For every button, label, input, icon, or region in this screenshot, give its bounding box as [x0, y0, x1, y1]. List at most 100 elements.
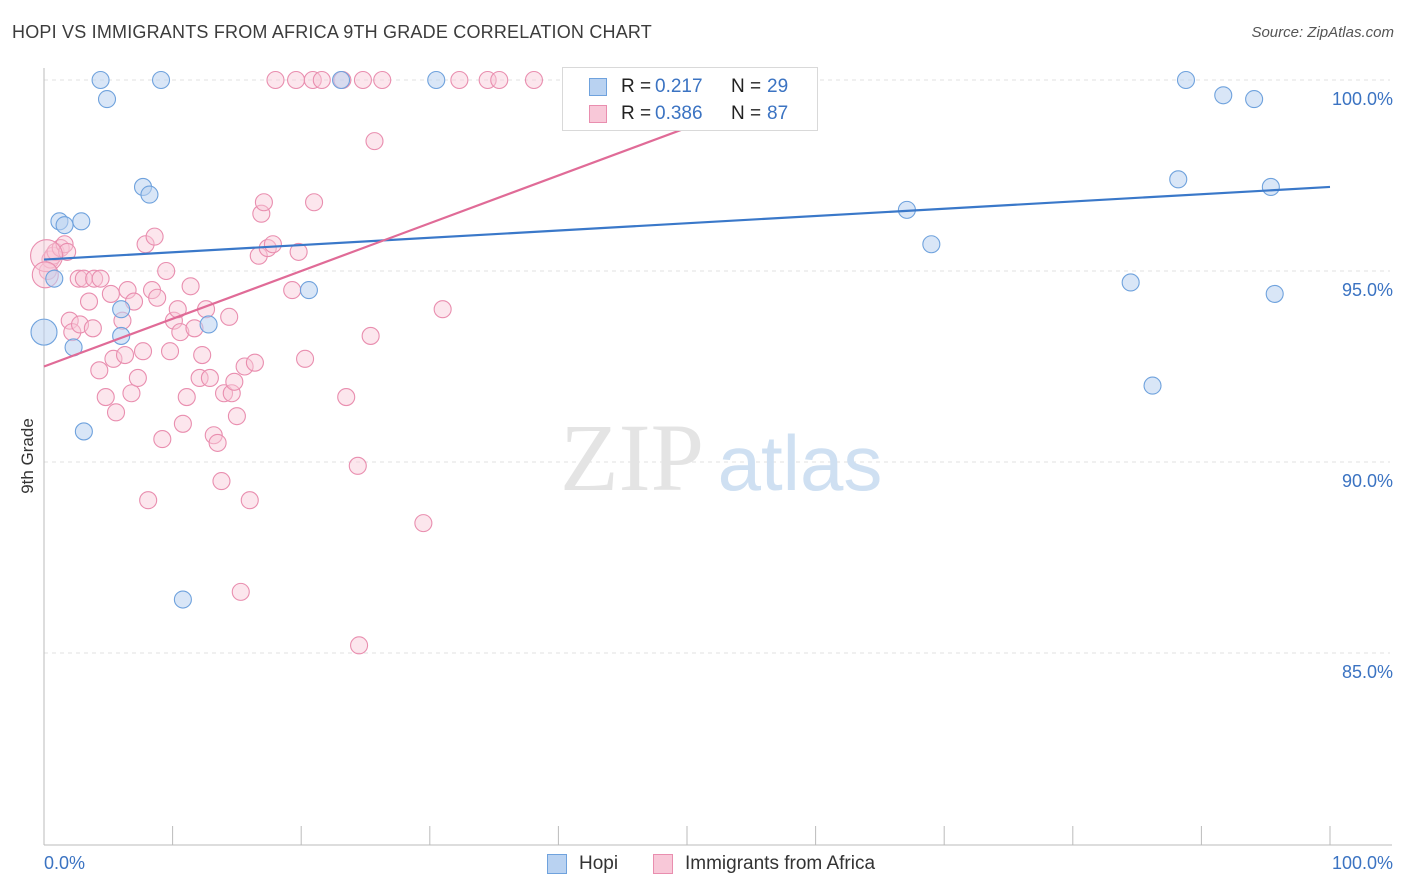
hopi-point	[1265, 284, 1284, 303]
hopi-point	[1176, 70, 1196, 90]
chart-title: HOPI VS IMMIGRANTS FROM AFRICA 9TH GRADE…	[12, 22, 653, 42]
hopi-point	[112, 300, 131, 319]
africa-point	[69, 269, 88, 288]
hopi-point	[299, 281, 318, 300]
africa-point	[101, 284, 120, 303]
africa-point	[122, 384, 141, 403]
africa-swatch	[653, 854, 673, 874]
x-tick-labels: 0.0% 100.0%	[44, 853, 1393, 873]
hopi-point	[1214, 86, 1233, 105]
hopi-point	[1121, 273, 1140, 292]
y-tick-label: 90.0%	[1342, 471, 1393, 491]
africa-point	[128, 368, 147, 388]
n-value: 87	[767, 103, 789, 124]
africa-point	[214, 384, 234, 403]
africa-point	[173, 414, 192, 433]
africa-point	[365, 132, 384, 151]
africa-point	[157, 261, 176, 281]
africa-point	[115, 345, 135, 365]
africa-point	[106, 403, 126, 422]
africa-point	[490, 70, 509, 90]
y-tick-label: 85.0%	[1342, 662, 1393, 682]
africa-point	[373, 70, 392, 90]
hopi-point	[173, 590, 192, 609]
hopi-point	[922, 235, 941, 254]
africa-point	[225, 372, 244, 391]
africa-point	[245, 353, 264, 372]
hopi-point	[151, 70, 171, 90]
hopi-point	[1143, 376, 1162, 395]
africa-point	[289, 242, 308, 261]
africa-point	[208, 433, 227, 452]
africa-point	[104, 349, 123, 368]
africa-point	[240, 491, 259, 510]
africa-point	[160, 342, 180, 361]
legend-label: Hopi	[579, 853, 619, 874]
africa-point	[263, 235, 282, 254]
africa-point	[83, 319, 102, 338]
hopi-point	[140, 185, 159, 204]
africa-point	[177, 388, 196, 407]
y-axis-label: 9th Grade	[18, 418, 37, 494]
africa-point	[414, 514, 433, 533]
africa-point	[193, 345, 212, 365]
hopi-point	[55, 216, 74, 235]
africa-point	[190, 368, 209, 388]
africa-point	[337, 388, 356, 407]
hopi-point	[1261, 177, 1280, 197]
africa-point	[181, 277, 200, 296]
africa-point	[353, 70, 372, 90]
hopi-point	[30, 318, 58, 346]
africa-point	[524, 70, 544, 90]
africa-swatch	[589, 105, 607, 123]
watermark: ZIP atlas	[560, 404, 882, 511]
africa-point	[283, 281, 302, 300]
hopi-point	[332, 70, 351, 90]
africa-point	[139, 491, 158, 510]
hopi-swatch	[589, 78, 607, 96]
africa-point	[60, 311, 79, 330]
africa-point	[433, 300, 452, 319]
africa-point	[254, 193, 273, 212]
source-label: Source: ZipAtlas.com	[1251, 24, 1394, 41]
hopi-point	[97, 90, 117, 109]
y-tick-label: 100.0%	[1332, 89, 1393, 109]
series-legend: Hopi Immigrants from Africa	[0, 852, 1406, 878]
africa-point	[222, 384, 241, 403]
africa-point	[212, 472, 231, 491]
africa-point	[312, 70, 331, 90]
africa-point	[90, 361, 109, 380]
hopi-point	[91, 70, 110, 90]
africa-points	[30, 70, 581, 655]
hopi-point	[199, 315, 218, 334]
africa-point	[91, 269, 110, 288]
africa-point	[348, 456, 367, 475]
hopi-point	[74, 422, 93, 441]
africa-point	[171, 323, 190, 342]
grid-lines	[44, 79, 1390, 654]
africa-point	[350, 636, 369, 655]
africa-point	[148, 288, 167, 307]
hopi-point	[1169, 170, 1188, 189]
r-value: 0.386	[655, 103, 703, 124]
x-tick-label: 0.0%	[44, 853, 85, 873]
x-tick-label: 100.0%	[1332, 853, 1393, 873]
africa-point	[287, 70, 306, 90]
stats-legend: R = 0.217 N = 29 R = 0.386 N = 87	[562, 67, 818, 131]
axes	[43, 68, 1392, 846]
africa-point	[96, 388, 115, 407]
hopi-point	[72, 212, 91, 231]
africa-point	[153, 430, 172, 449]
africa-point	[450, 70, 469, 90]
africa-point	[266, 70, 285, 90]
r-label: R =	[621, 103, 652, 124]
africa-point	[305, 193, 324, 212]
watermark-zip: ZIP	[560, 404, 704, 511]
africa-point	[85, 269, 104, 288]
africa-point	[235, 357, 254, 376]
n-label: N =	[731, 76, 762, 97]
y-tick-label: 95.0%	[1342, 280, 1393, 300]
r-label: R =	[621, 76, 652, 97]
africa-point	[231, 582, 250, 601]
africa-point	[145, 227, 164, 246]
